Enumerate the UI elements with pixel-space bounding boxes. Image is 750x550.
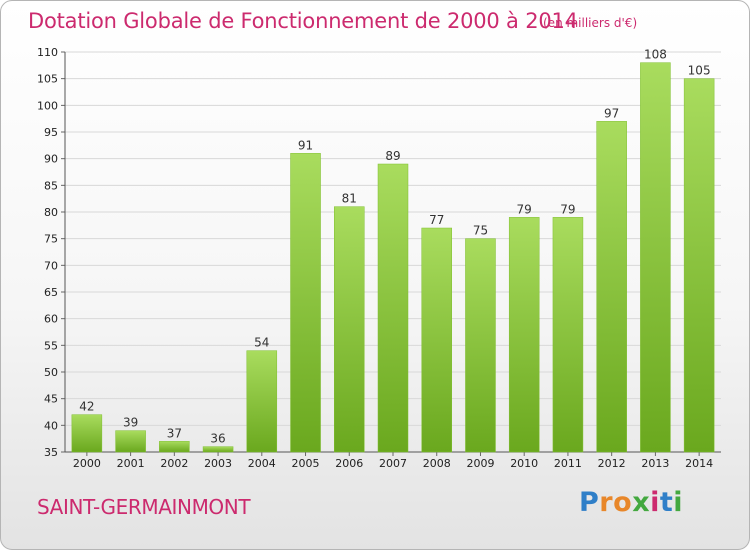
proxiti-logo: Proxiti xyxy=(579,487,683,518)
value-label: 36 xyxy=(210,432,225,446)
bar-2001 xyxy=(115,430,146,453)
y-tick-label: 110 xyxy=(37,46,58,59)
value-label: 105 xyxy=(688,64,711,78)
value-label: 54 xyxy=(254,336,269,350)
x-tick-label: 2009 xyxy=(466,457,494,470)
x-tick-label: 2000 xyxy=(73,457,101,470)
x-tick-label: 2014 xyxy=(685,457,713,470)
y-tick-label: 105 xyxy=(37,73,58,86)
value-label: 37 xyxy=(167,426,182,440)
logo-letter: P xyxy=(579,487,600,518)
y-tick-label: 50 xyxy=(44,366,58,379)
y-tick-label: 90 xyxy=(44,153,58,166)
y-tick-label: 100 xyxy=(37,99,58,112)
bar-2006 xyxy=(334,206,365,453)
bar-2010 xyxy=(508,217,540,453)
value-label: 39 xyxy=(123,416,138,430)
bars xyxy=(71,62,715,453)
x-tick-label: 2012 xyxy=(598,457,626,470)
value-label: 108 xyxy=(644,48,667,62)
y-tick-label: 55 xyxy=(44,339,58,352)
y-tick-label: 35 xyxy=(44,446,58,459)
x-tick-label: 2001 xyxy=(117,457,145,470)
bar-2011 xyxy=(552,217,584,453)
value-label: 42 xyxy=(79,400,94,414)
x-tick-label: 2011 xyxy=(554,457,582,470)
y-tick-label: 80 xyxy=(44,206,58,219)
bar-2005 xyxy=(290,153,321,453)
logo-letter: x xyxy=(632,487,651,518)
logo-letter: t xyxy=(659,487,674,518)
bar-2012 xyxy=(596,121,627,453)
bar-2002 xyxy=(159,441,190,453)
y-tick-label: 95 xyxy=(44,126,58,139)
y-tick-label: 40 xyxy=(44,419,58,432)
value-label: 79 xyxy=(560,202,575,216)
x-tick-label: 2008 xyxy=(423,457,451,470)
y-tick-label: 70 xyxy=(44,259,58,272)
y-tick-label: 85 xyxy=(44,179,58,192)
x-tick-label: 2002 xyxy=(160,457,188,470)
bar-2007 xyxy=(377,163,409,453)
x-tick-label: 2003 xyxy=(204,457,232,470)
unit-note: (en milliers d'€) xyxy=(543,16,638,30)
bar-2014 xyxy=(683,78,715,453)
logo-letter: i xyxy=(650,487,660,518)
y-tick-label: 45 xyxy=(44,393,58,406)
value-label: 77 xyxy=(429,213,444,227)
logo-letter: o xyxy=(613,487,633,518)
logo-letter: i xyxy=(673,487,684,518)
value-label: 89 xyxy=(385,149,400,163)
bar-2009 xyxy=(465,238,496,453)
x-tick-label: 2007 xyxy=(379,457,407,470)
x-tick-label: 2010 xyxy=(510,457,538,470)
value-label: 91 xyxy=(298,138,313,152)
labels: 35 40 45 50 55 60 65 70 75 80 85 90 95 100 105 110 2000 4… xyxy=(37,46,713,470)
y-tick-label: 65 xyxy=(44,286,58,299)
bar-2008 xyxy=(421,227,452,453)
y-tick-label: 75 xyxy=(44,233,58,246)
y-tick-label: 60 xyxy=(44,313,58,326)
bar-2000 xyxy=(71,414,103,453)
value-label: 81 xyxy=(342,192,357,206)
bar-2013 xyxy=(640,62,671,453)
chart-title: Dotation Globale de Fonctionnement de 20… xyxy=(28,9,578,33)
value-label: 97 xyxy=(604,106,619,120)
x-tick-label: 2005 xyxy=(292,457,320,470)
commune-name: SAINT-GERMAINMONT xyxy=(37,495,251,519)
logo-letter: r xyxy=(599,487,614,518)
x-tick-label: 2004 xyxy=(248,457,276,470)
value-label: 75 xyxy=(473,224,488,238)
x-tick-label: 2006 xyxy=(335,457,363,470)
value-label: 79 xyxy=(517,202,532,216)
bar-2004 xyxy=(246,350,278,453)
bar-2003 xyxy=(202,446,234,453)
x-tick-label: 2013 xyxy=(641,457,669,470)
